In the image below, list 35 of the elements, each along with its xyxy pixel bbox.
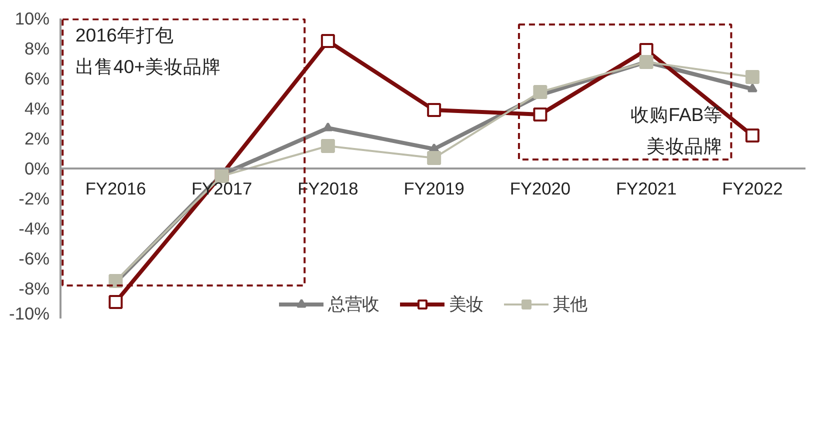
point (320, 139, 335, 153)
point (745, 128, 760, 142)
point (747, 83, 758, 92)
x-tick-label: FY2022 (722, 178, 783, 198)
annotation: 美妆品牌 (646, 136, 723, 156)
y-tick-label: 4% (24, 98, 50, 118)
y-tick-label: 8% (24, 38, 50, 58)
point (320, 34, 335, 48)
x-tick-label: FY2016 (85, 178, 146, 198)
y-tick-label: -2% (18, 188, 50, 208)
legend-label: 总营收 (328, 293, 379, 316)
y-tick-label: -8% (18, 278, 50, 298)
point (639, 55, 654, 69)
legend-label: 其他 (553, 293, 587, 316)
y-tick-label: -10% (9, 304, 50, 324)
x-tick-label: FY2021 (616, 178, 677, 198)
annotation: 2016年打包 (75, 24, 174, 46)
y-tick-label: -4% (18, 218, 50, 238)
point (533, 85, 548, 99)
y-tick-label: 10% (14, 8, 50, 28)
legend-label: 美妆 (449, 293, 483, 316)
annotation: 收购FAB等 (630, 104, 723, 125)
x-tick-label: FY2019 (404, 178, 464, 198)
x-tick-label: FY2018 (298, 178, 358, 198)
y-tick-label: -6% (18, 248, 50, 268)
point (427, 151, 442, 165)
y-tick-label: 0% (24, 158, 50, 178)
y-tick-label: 6% (24, 68, 50, 88)
point (108, 295, 123, 309)
annotation: 出售40+美妆品牌 (75, 56, 222, 77)
point (427, 103, 442, 117)
y-tick-label: 2% (24, 128, 50, 148)
point (745, 70, 760, 84)
point (533, 108, 548, 122)
x-tick-label: FY2020 (510, 178, 571, 198)
